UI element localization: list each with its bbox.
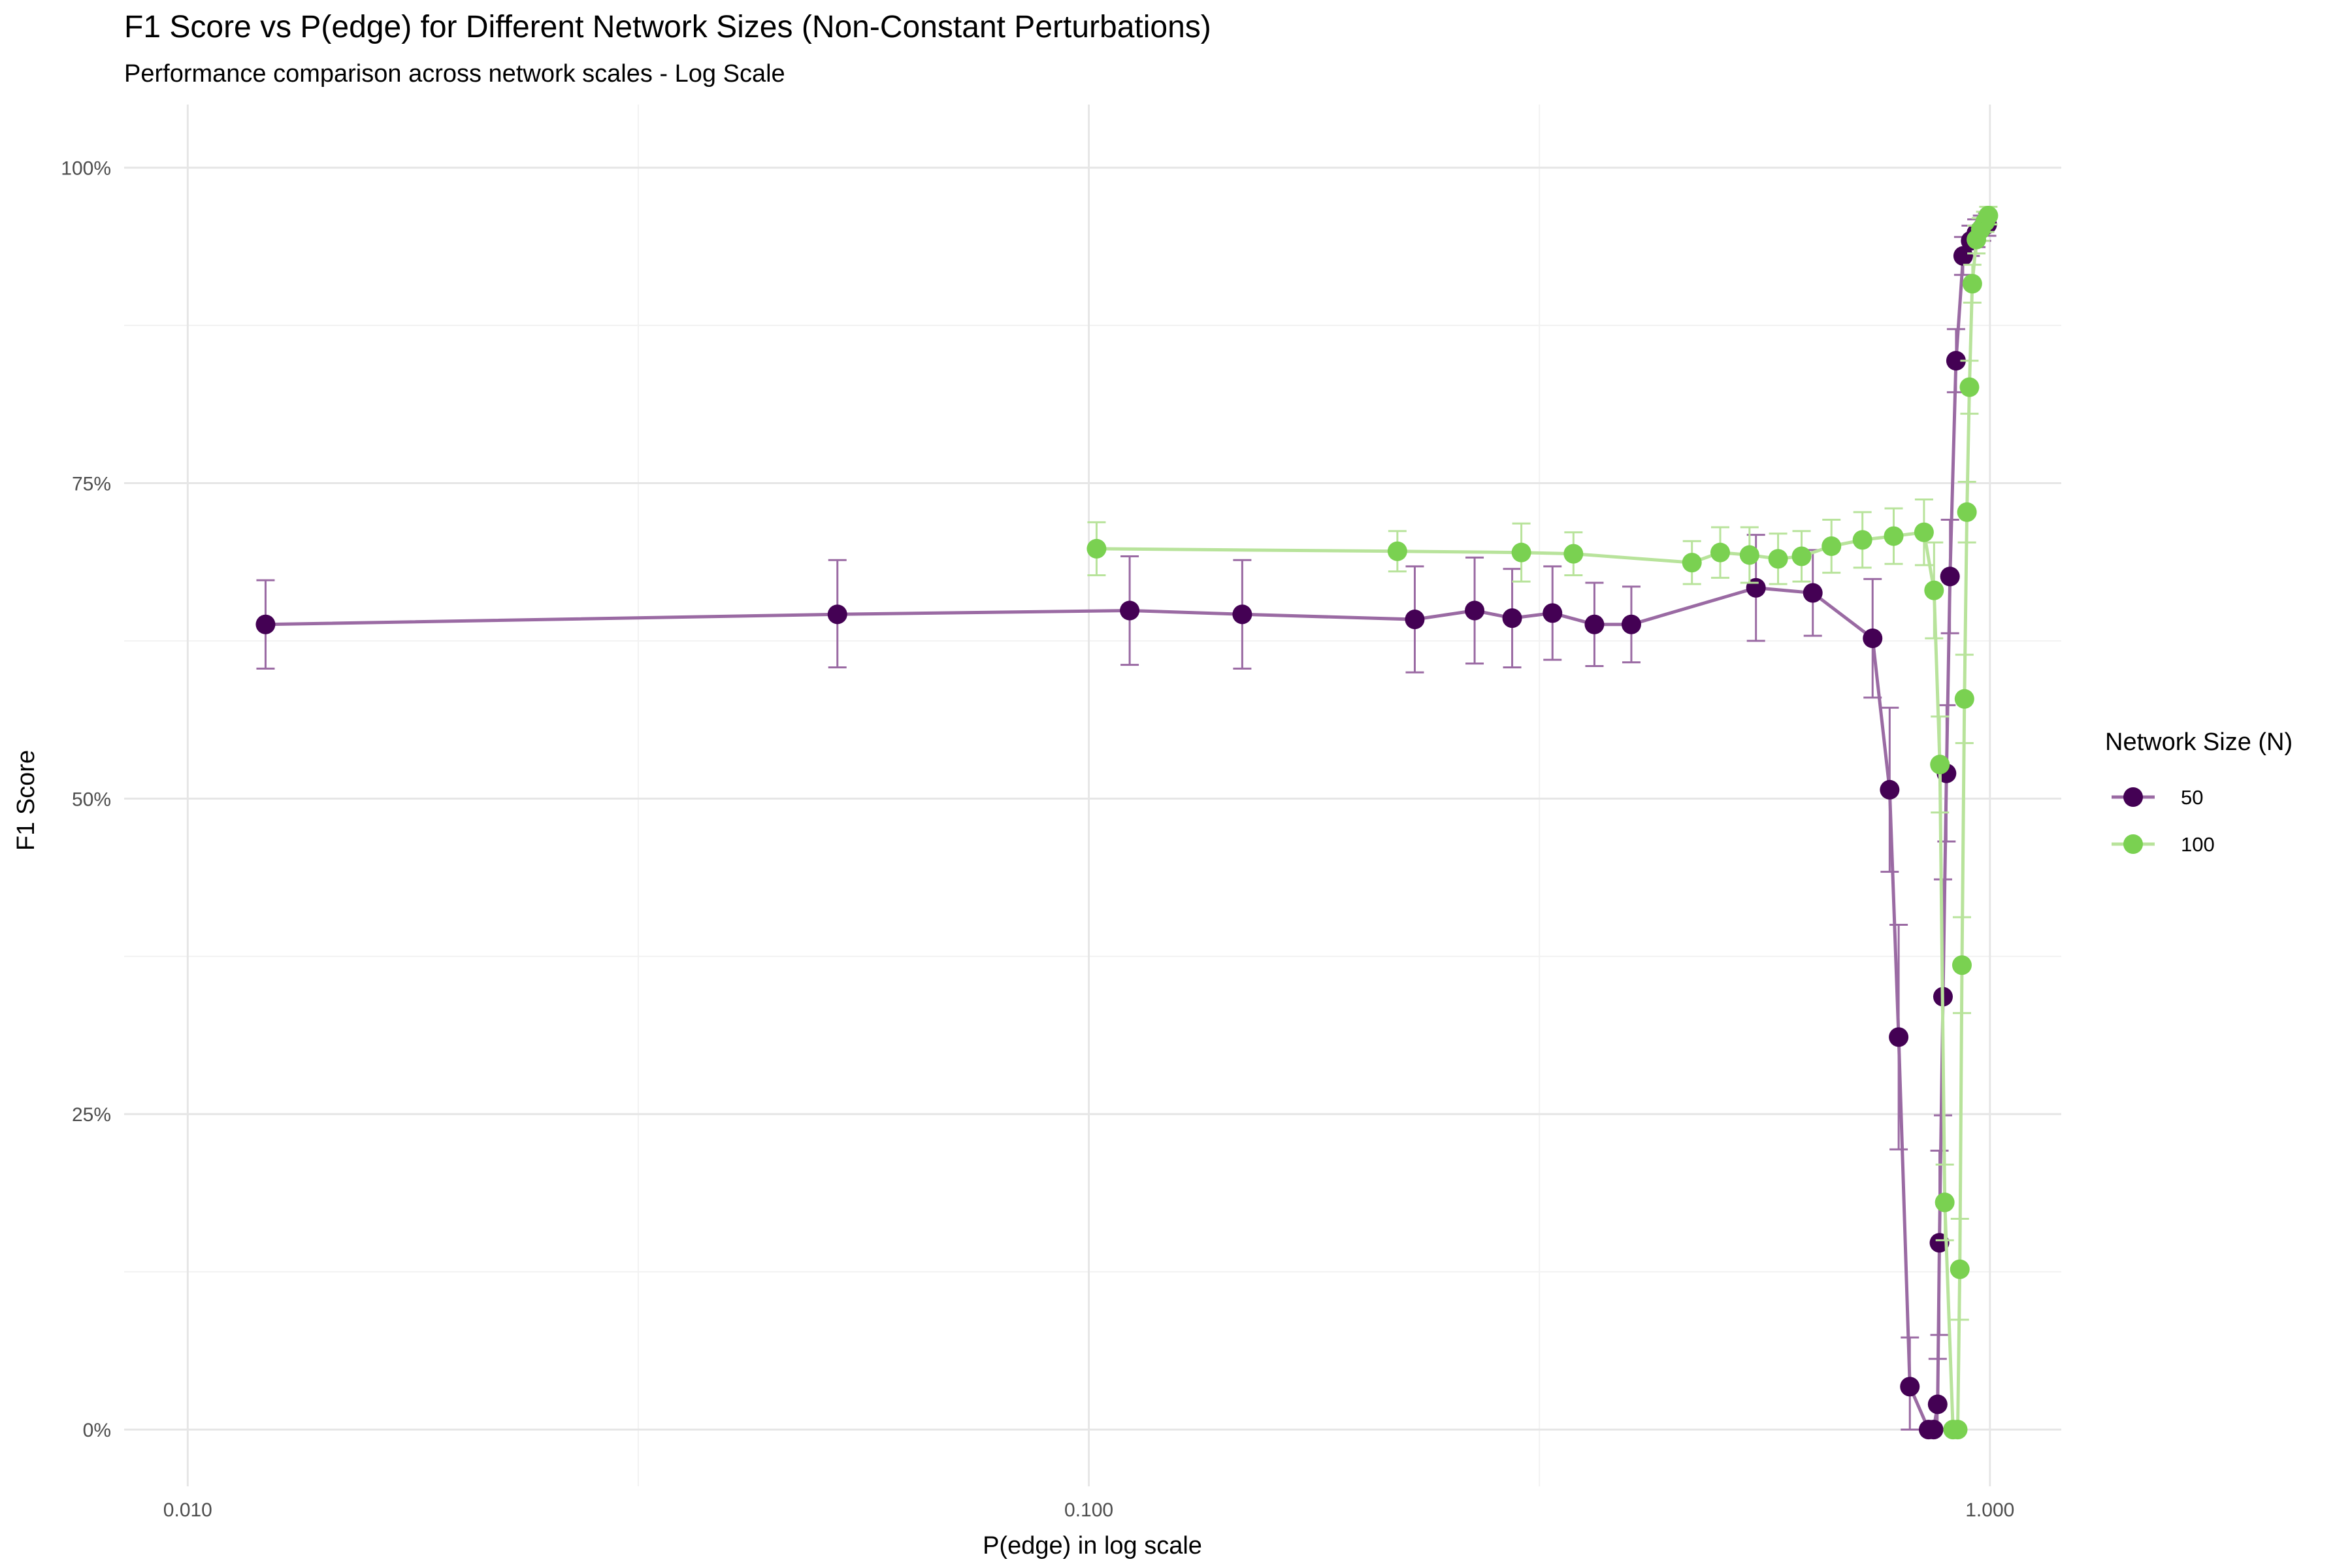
series-line: [1096, 214, 1990, 1431]
error-bar: [1928, 1358, 1947, 1431]
data-point: [1821, 536, 1842, 557]
legend: Network Size (N) 50 100: [2105, 728, 2293, 856]
x-tick-label: 0.100: [1064, 1499, 1113, 1521]
data-point: [1502, 608, 1522, 629]
data-point: [1953, 246, 1973, 266]
data-point: [1889, 1027, 1909, 1047]
y-tick-label: 25%: [72, 1104, 111, 1126]
data-point: [1948, 1420, 1968, 1440]
data-point: [1768, 549, 1788, 569]
legend-item-100: 100: [2112, 833, 2215, 856]
data-point: [1959, 377, 1980, 397]
data-point: [1940, 566, 1960, 587]
chart-subtitle: Performance comparison across network sc…: [124, 60, 785, 88]
data-point: [1387, 541, 1407, 561]
data-point: [827, 604, 847, 625]
data-point: [1927, 1394, 1948, 1414]
data-point: [1884, 526, 1904, 546]
data-point: [1880, 779, 1900, 800]
series-100: [1086, 205, 1999, 1440]
series-50: [255, 212, 1997, 1440]
legend-key-point: [2123, 787, 2143, 807]
data-point: [1682, 553, 1702, 573]
x-tick-label: 0.010: [163, 1499, 212, 1521]
data-point: [1923, 1420, 1944, 1440]
data-point: [1935, 1192, 1955, 1213]
data-point: [1930, 755, 1950, 775]
data-point: [255, 614, 276, 634]
data-point: [1962, 274, 1982, 294]
legend-label: 100: [2181, 833, 2215, 856]
data-point: [1739, 545, 1759, 565]
data-point: [1946, 351, 1966, 371]
data-point: [1621, 614, 1641, 634]
data-series: [255, 205, 1999, 1440]
data-point: [1791, 546, 1812, 566]
data-point: [1952, 955, 1972, 975]
data-point: [1086, 538, 1107, 559]
data-point: [1950, 1259, 1970, 1279]
y-tick-label: 0%: [83, 1420, 111, 1441]
x-axis-title: P(edge) in log scale: [983, 1532, 1202, 1560]
data-point: [1957, 502, 1977, 522]
data-point: [1543, 603, 1563, 623]
legend-label: 50: [2181, 786, 2203, 809]
axes: P(edge) in log scale F1 Score 0.010 0.100…: [12, 158, 2014, 1560]
data-point: [1120, 600, 1140, 621]
data-point: [1924, 580, 1944, 600]
data-point: [1803, 583, 1823, 603]
data-point: [1563, 544, 1584, 564]
data-point: [1232, 604, 1252, 625]
data-point: [1914, 522, 1934, 542]
x-tick-label: 1.000: [1965, 1499, 2014, 1521]
data-point: [1978, 205, 1999, 225]
y-tick-label: 100%: [61, 158, 111, 180]
data-point: [1405, 610, 1425, 630]
data-point: [1852, 530, 1872, 550]
data-point: [1900, 1377, 1920, 1397]
series-line: [265, 223, 1989, 1431]
data-point: [1710, 542, 1730, 563]
chart-title: F1 Score vs P(edge) for Different Networ…: [124, 10, 1211, 44]
data-point: [1584, 614, 1605, 634]
data-point: [1465, 600, 1485, 621]
legend-item-50: 50: [2112, 786, 2203, 809]
data-point: [1511, 542, 1531, 563]
legend-title: Network Size (N): [2105, 728, 2293, 756]
data-point: [1954, 689, 1974, 709]
data-point: [1863, 629, 1883, 649]
grid-lines: [124, 105, 2061, 1486]
y-tick-label: 50%: [72, 789, 111, 810]
y-tick-label: 75%: [72, 473, 111, 495]
legend-key-point: [2123, 834, 2143, 854]
y-axis-title: F1 Score: [12, 750, 40, 851]
